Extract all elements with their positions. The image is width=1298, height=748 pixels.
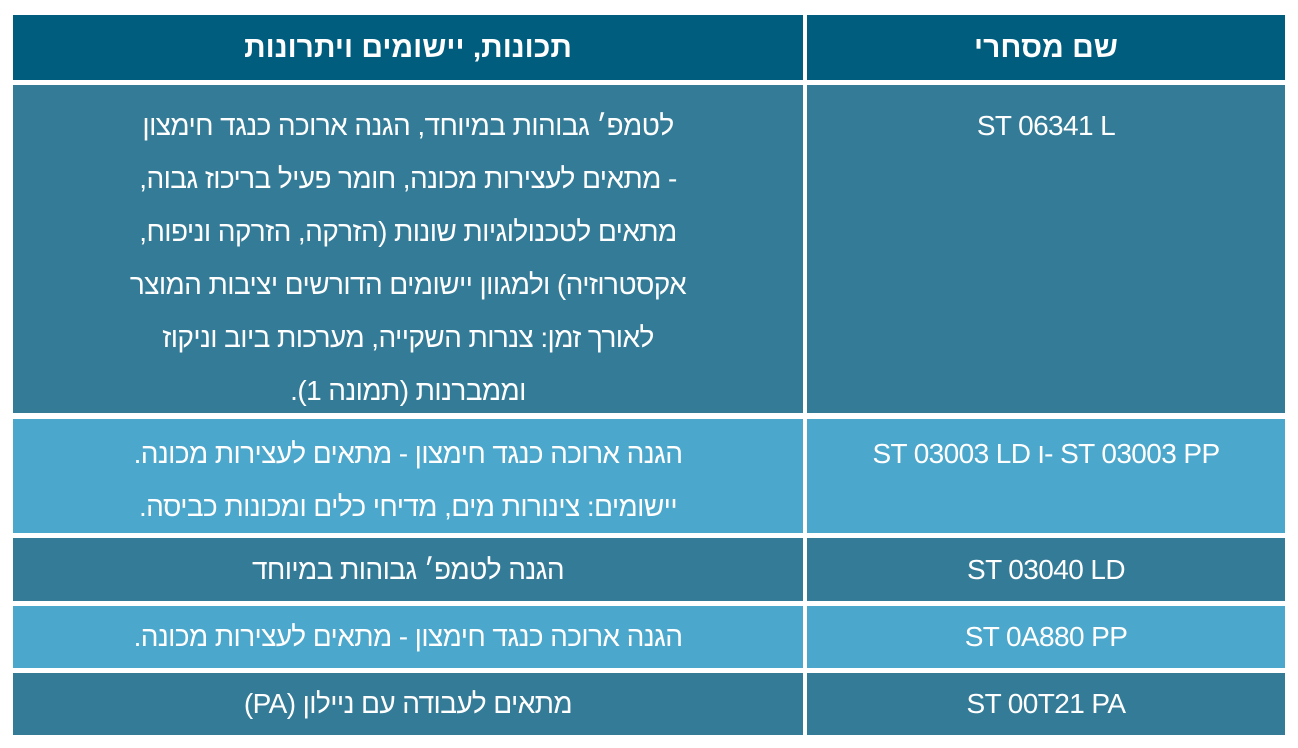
- description-cell: מתאים לעבודה עם ניילון (PA): [13, 673, 803, 735]
- description-line: לאורך זמן: צנרות השקייה, מערכות ביוב וני…: [162, 322, 654, 353]
- table-header: שם מסחרי תכונות, יישומים ויתרונות: [13, 15, 1285, 80]
- description-cell: הגנה ארוכה כנגד חימצון - מתאים לעצירות מ…: [13, 606, 803, 668]
- description-line: מתאים לטכנולוגיות שונות (הזרקה, הזרקה ונ…: [139, 216, 677, 247]
- trade-name-cell: ST 03040 LD: [807, 538, 1285, 601]
- description-line: יישומים: צינורות מים, מדיחי כלים ומכונות…: [138, 491, 678, 522]
- table-row: ST 0A880 PP הגנה ארוכה כנגד חימצון - מתאי…: [13, 606, 1285, 668]
- trade-name: ST 03040 LD: [967, 554, 1125, 585]
- description-line: - מתאים לעצירות מכונה, חומר פעיל בריכוז …: [139, 163, 677, 194]
- table-row: ST 06341 L לטמפ׳ גבוהות במיוחד, הגנה ארוכ…: [13, 85, 1285, 413]
- trade-name-cell: ST 03003 PP -ו ST 03003 LD: [807, 419, 1285, 533]
- description-line: מתאים לעבודה עם ניילון (PA): [243, 688, 573, 719]
- trade-name-cell: ST 06341 L: [807, 85, 1285, 413]
- trade-name: ST 03003 PP -ו ST 03003 LD: [872, 438, 1220, 469]
- trade-name: ST 00T21 PA: [966, 688, 1127, 719]
- trade-name-cell: ST 0A880 PP: [807, 606, 1285, 668]
- header-description: תכונות, יישומים ויתרונות: [13, 15, 803, 80]
- trade-name-cell: ST 00T21 PA: [807, 673, 1285, 735]
- description-line: הגנה ארוכה כנגד חימצון - מתאים לעצירות מ…: [133, 621, 683, 652]
- description-line: וממברנות (תמונה 1).: [290, 375, 526, 406]
- description-line: לטמפ׳ גבוהות במיוחד, הגנה ארוכה כנגד חימ…: [142, 110, 674, 141]
- table-row: ST 03003 PP -ו ST 03003 LD הגנה ארוכה כנג…: [13, 419, 1285, 533]
- description-cell: הגנה לטמפ׳ גבוהות במיוחד: [13, 538, 803, 601]
- trade-name: ST 0A880 PP: [964, 621, 1128, 652]
- table-row: ST 00T21 PA מתאים לעבודה עם ניילון (PA): [13, 673, 1285, 735]
- trade-name: ST 06341 L: [976, 110, 1116, 141]
- description-cell: הגנה ארוכה כנגד חימצון - מתאים לעצירות מ…: [13, 419, 803, 533]
- description-cell: לטמפ׳ גבוהות במיוחד, הגנה ארוכה כנגד חימ…: [13, 85, 803, 413]
- description-line: אקסטרוזיה) ולמגוון יישומים הדורשים יציבו…: [129, 269, 687, 300]
- description-line: הגנה ארוכה כנגד חימצון - מתאים לעצירות מ…: [133, 438, 683, 469]
- table-row: ST 03040 LD הגנה לטמפ׳ גבוהות במיוחד: [13, 538, 1285, 601]
- header-trade-name: שם מסחרי: [807, 15, 1285, 80]
- description-line: הגנה לטמפ׳ גבוהות במיוחד: [251, 554, 565, 585]
